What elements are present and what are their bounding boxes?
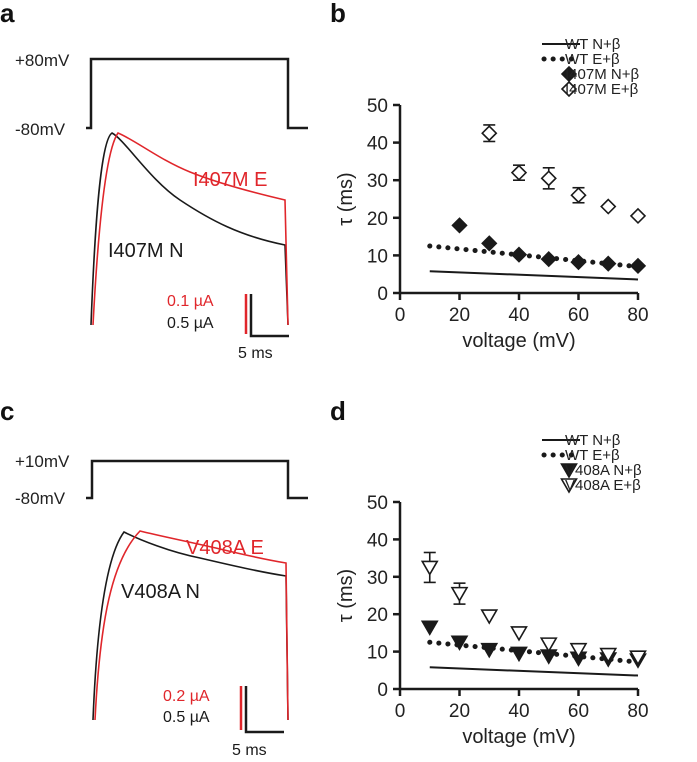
y-tick-label: 40: [367, 530, 388, 551]
data-point: [450, 586, 469, 603]
x-axis-label: voltage (mV): [462, 726, 575, 748]
data-point: [510, 246, 528, 263]
data-point: [629, 207, 647, 225]
current-trace-red-a: [92, 132, 289, 326]
y-tick-label: 30: [367, 171, 388, 192]
panel-d: d 0 10 20 30 40 50 0 20 40 60 80 voltage (mV) τ (ms)…: [330, 396, 649, 748]
scale-label-black-c: 0.5 µA: [163, 709, 210, 726]
panel-letter-b: b: [330, 0, 346, 28]
trace-label-black-a: I407M N: [108, 240, 184, 262]
scale-label-red-a: 0.1 µA: [167, 293, 214, 310]
chart-d: 0 10 20 30 40 50 0 20 40 60 80 voltage (mV) τ (ms) WT…: [335, 432, 649, 748]
y-tick-label: 10: [367, 643, 388, 664]
y-axis-label: τ (ms): [335, 569, 357, 622]
current-trace-black-c: [92, 530, 289, 721]
x-tick-label: 80: [627, 305, 648, 326]
legend-label: I407M E+β: [565, 81, 639, 98]
scale-label-red-c: 0.2 µA: [163, 688, 210, 705]
legend-swatch-marker: [560, 478, 578, 494]
scale-bar-black-a: [249, 294, 289, 338]
y-tick-label: 20: [367, 605, 388, 626]
y-tick-label: 40: [367, 134, 388, 155]
x-tick-label: 20: [449, 701, 470, 722]
data-point: [600, 198, 617, 215]
y-tick-label: 10: [367, 246, 388, 267]
data-point: [510, 646, 528, 663]
x-tick-label: 40: [508, 305, 529, 326]
data-point: [539, 637, 558, 653]
data-point: [599, 647, 618, 664]
y-tick-label: 50: [367, 96, 388, 117]
scale-label-black-a: 0.5 µA: [167, 315, 214, 332]
voltage-protocol-a: [86, 57, 308, 130]
y-tick-label: 50: [367, 493, 388, 514]
series-line-wt-n-beta: [429, 270, 639, 281]
y-axis-label: τ (ms): [335, 172, 357, 225]
trace-label-red-a: I407M E: [193, 169, 267, 191]
panel-c: c +10mV -80mV V408A E V408A N 0.2 µA 0.5…: [0, 396, 308, 759]
panel-letter-a: a: [0, 0, 15, 28]
x-tick-label: 0: [395, 701, 406, 722]
current-trace-black-a: [90, 132, 289, 326]
x-axis-label: voltage (mV): [462, 330, 575, 352]
data-point: [540, 251, 557, 268]
data-point: [481, 125, 498, 142]
data-point: [540, 170, 557, 187]
legend-label: V408A N+β: [565, 462, 642, 479]
x-tick-label: 80: [627, 701, 648, 722]
data-point: [600, 255, 617, 272]
scale-label-time-c: 5 ms: [232, 742, 267, 759]
legend-label: I407M N+β: [565, 66, 639, 83]
legend-swatch-marker: [560, 80, 578, 98]
trace-label-black-c: V408A N: [121, 581, 200, 603]
legend-swatch-marker: [560, 463, 578, 479]
data-point: [629, 257, 647, 275]
data-point: [420, 620, 439, 636]
data-point: [420, 560, 439, 577]
scale-label-time-a: 5 ms: [238, 345, 273, 362]
protocol-low-label-a: -80mV: [15, 120, 66, 139]
legend-label: WT E+β: [565, 51, 620, 68]
y-tick-label: 0: [377, 284, 388, 305]
y-tick-label: 30: [367, 568, 388, 589]
scale-bar-black-c: [244, 686, 284, 734]
series-line-wt-n-beta: [429, 666, 639, 677]
protocol-high-label-c: +10mV: [15, 452, 70, 471]
legend-label: V408A E+β: [565, 477, 641, 494]
data-point: [510, 626, 528, 642]
data-point: [480, 609, 499, 625]
x-tick-label: 40: [508, 701, 529, 722]
legend-label: WT N+β: [565, 36, 621, 53]
panel-b: b 0 10 20 30 40 50 0 20 40 60 80 voltage (mV) τ (ms)…: [330, 0, 649, 352]
protocol-low-label-c: -80mV: [15, 489, 66, 508]
current-trace-red-c: [94, 530, 289, 721]
data-point: [451, 217, 468, 234]
data-point: [569, 642, 588, 659]
data-point: [450, 635, 469, 651]
panel-letter-c: c: [0, 396, 14, 426]
data-point: [629, 650, 647, 666]
legend-label: WT E+β: [565, 447, 620, 464]
protocol-high-label-a: +80mV: [15, 51, 70, 70]
data-point: [510, 164, 528, 181]
y-tick-label: 20: [367, 209, 388, 230]
trace-label-red-c: V408A E: [186, 537, 264, 559]
x-tick-label: 20: [449, 305, 470, 326]
panel-letter-d: d: [330, 396, 346, 426]
data-point: [570, 187, 587, 204]
data-point: [570, 254, 587, 271]
chart-b: 0 10 20 30 40 50 0 20 40 60 80 voltage (mV) τ (ms) WT…: [335, 36, 649, 352]
data-point: [480, 642, 499, 659]
voltage-protocol-c: [86, 459, 308, 500]
legend-label: WT N+β: [565, 432, 621, 449]
y-tick-label: 0: [377, 680, 388, 701]
x-tick-label: 60: [568, 701, 589, 722]
data-point: [481, 235, 498, 252]
x-tick-label: 0: [395, 305, 406, 326]
x-tick-label: 60: [568, 305, 589, 326]
panel-a: a +80mV -80mV I407M E I407M N 0.1 µA 0.5…: [0, 0, 308, 362]
